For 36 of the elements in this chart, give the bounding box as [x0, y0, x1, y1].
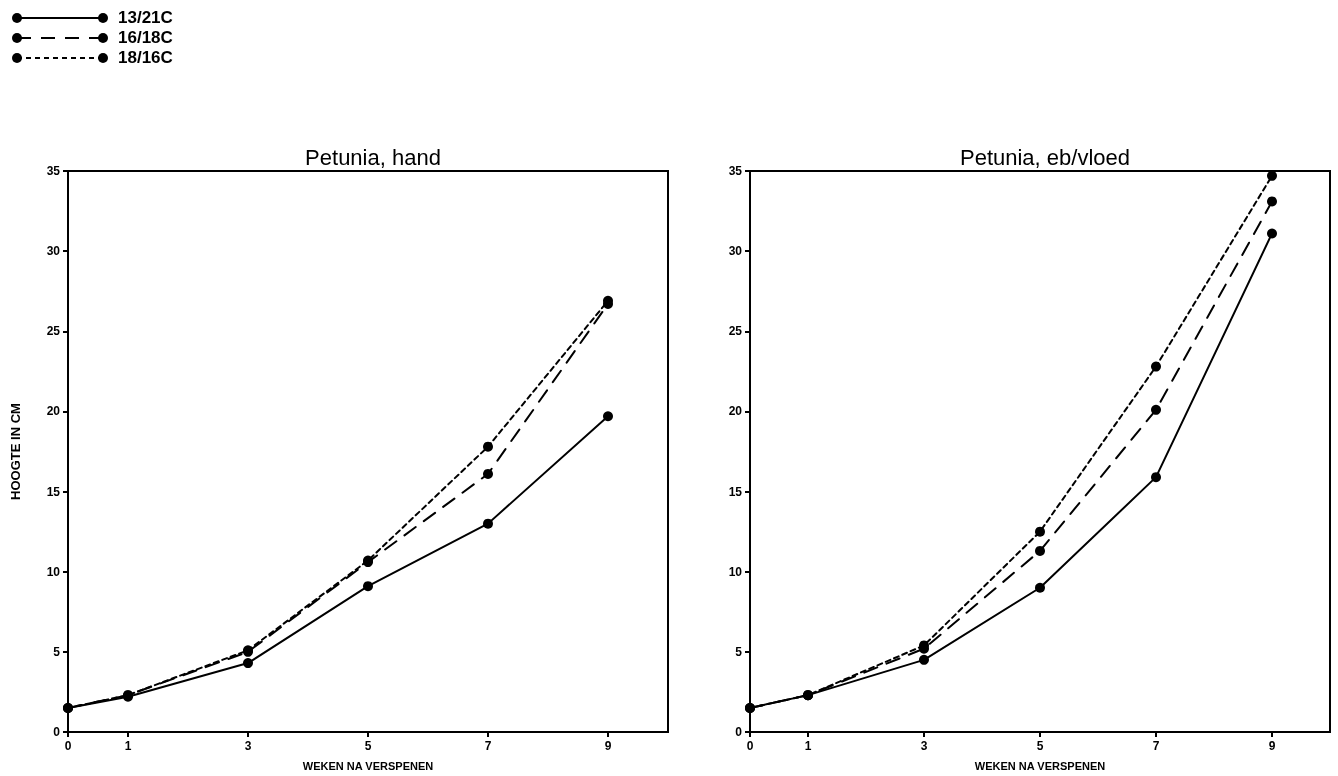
y-tick-label: 10: [728, 564, 743, 579]
x-tick-label: 3: [244, 739, 252, 753]
legend-label: 18/16C: [118, 48, 173, 68]
x-tick-label: 5: [364, 739, 372, 753]
x-tick-label: 9: [1268, 739, 1276, 753]
y-tick-label: 15: [728, 484, 743, 499]
y-tick-label: 15: [46, 484, 61, 499]
chart-title: Petunia, eb/vloed: [959, 144, 1131, 170]
y-tick-label: 5: [735, 644, 743, 659]
y-tick-label: 5: [53, 644, 61, 659]
y-tick-label: 35: [46, 164, 61, 178]
y-tick-label: 30: [46, 244, 61, 259]
x-tick-label: 0: [64, 739, 72, 753]
x-tick-label: 7: [484, 739, 492, 753]
y-axis-title: HOOGTE IN CM: [8, 403, 23, 500]
x-tick-label: 1: [804, 739, 812, 753]
x-tick-label: 1: [124, 739, 132, 753]
y-tick-label: 0: [53, 725, 61, 739]
x-tick-label: 9: [604, 739, 612, 753]
y-tick-label: 25: [728, 324, 743, 339]
y-tick-label: 0: [735, 725, 743, 739]
y-tick-label: 10: [46, 564, 61, 579]
legend-label: 16/18C: [118, 28, 173, 48]
x-tick-label: 7: [1152, 739, 1160, 753]
y-tick-label: 20: [46, 404, 61, 419]
y-tick-label: 20: [728, 404, 743, 419]
y-tick-label: 35: [728, 164, 743, 178]
legend-label: 13/21C: [118, 8, 173, 28]
x-tick-label: 3: [920, 739, 928, 753]
x-axis-title: WEKEN NA VERSPENEN: [974, 759, 1106, 772]
y-tick-label: 30: [728, 244, 743, 259]
y-tick-label: 25: [46, 324, 61, 339]
chart-title: Petunia, hand: [305, 144, 441, 170]
x-tick-label: 5: [1036, 739, 1044, 753]
x-tick-label: 0: [746, 739, 754, 753]
x-axis-title: WEKEN NA VERSPENEN: [302, 759, 434, 772]
